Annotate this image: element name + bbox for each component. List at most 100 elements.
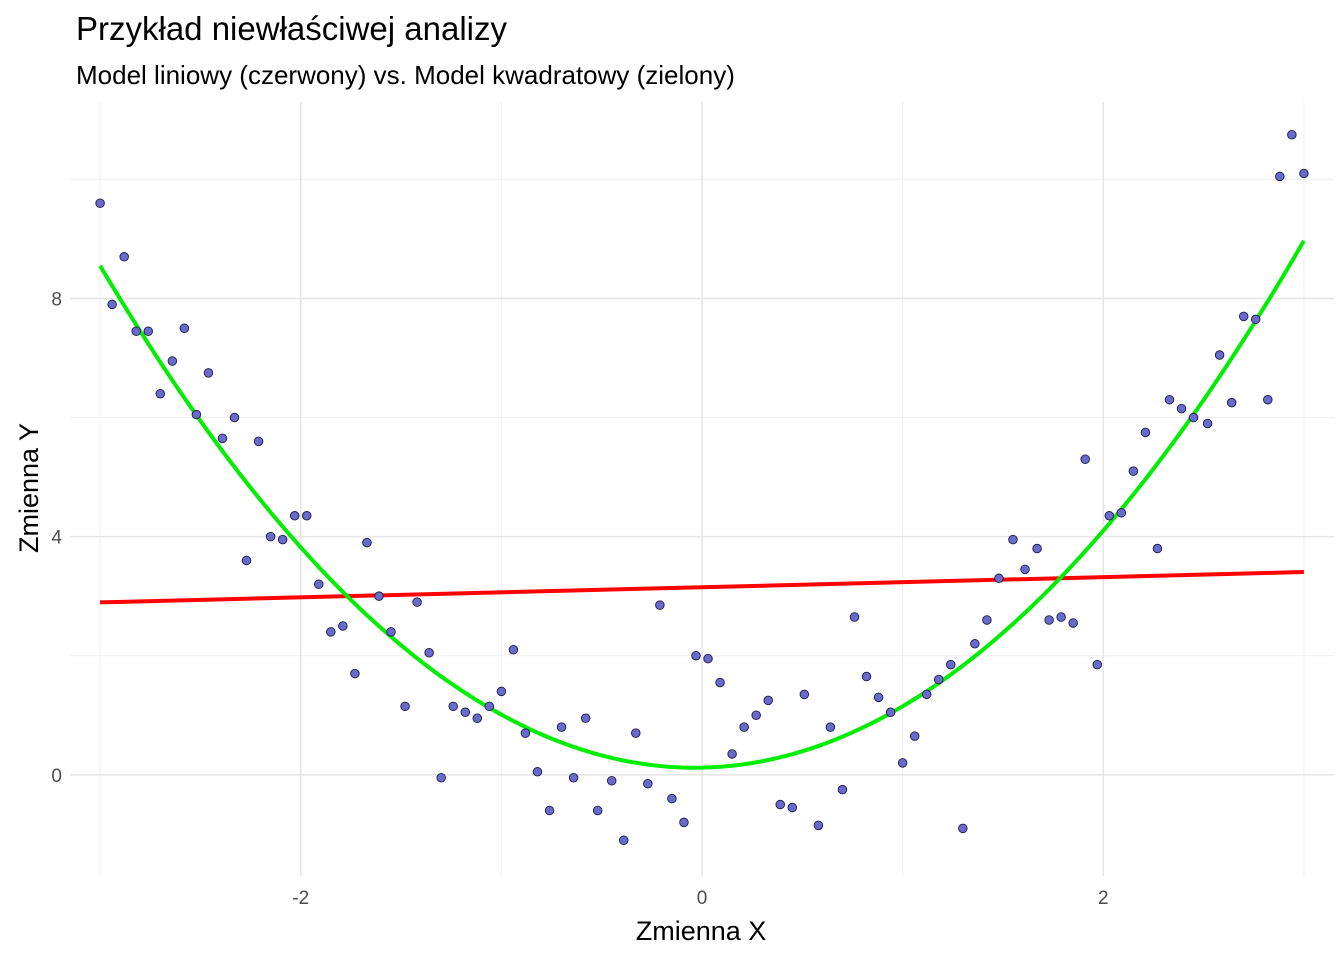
- data-point: [265, 531, 276, 542]
- data-point: [424, 647, 434, 658]
- data-point: [386, 627, 396, 637]
- data-point: [580, 713, 591, 723]
- y-tick-label: 0: [51, 766, 62, 787]
- data-point: [350, 668, 360, 679]
- data-point: [1056, 612, 1066, 622]
- data-point: [241, 555, 252, 566]
- data-point: [95, 198, 105, 208]
- data-point: [775, 799, 785, 810]
- x-tick-label: -2: [292, 888, 309, 909]
- data-point: [1164, 394, 1175, 405]
- y-tick-label: 8: [51, 289, 62, 310]
- data-point: [1032, 543, 1042, 554]
- data-point: [1104, 511, 1115, 521]
- y-tick-label: 4: [51, 528, 62, 549]
- data-point: [568, 773, 579, 783]
- data-point: [556, 722, 567, 732]
- data-point: [1176, 403, 1187, 414]
- data-point: [544, 805, 555, 816]
- data-point: [460, 707, 471, 718]
- data-point: [1116, 508, 1127, 518]
- data-point: [849, 612, 860, 622]
- x-tick-label: 2: [1098, 888, 1109, 909]
- data-point: [448, 701, 458, 712]
- linear-model-line: [100, 570, 1304, 605]
- data-point: [909, 731, 920, 741]
- data-point: [1263, 394, 1273, 405]
- chart-subtitle: Model liniowy (czerwony) vs. Model kwadr…: [76, 60, 735, 90]
- data-point: [727, 749, 737, 759]
- data-point: [970, 639, 980, 649]
- data-point: [131, 326, 141, 336]
- data-point: [751, 710, 761, 720]
- data-point: [289, 511, 300, 521]
- data-point: [277, 534, 288, 545]
- data-point: [508, 645, 519, 655]
- data-point: [314, 579, 324, 590]
- data-point: [1251, 314, 1261, 325]
- data-point: [1287, 129, 1297, 140]
- data-point: [703, 653, 713, 664]
- data-point: [619, 835, 629, 846]
- data-point: [1140, 427, 1151, 438]
- data-point: [338, 621, 348, 631]
- data-point: [119, 252, 129, 262]
- data-point: [155, 388, 166, 399]
- data-point: [763, 695, 773, 706]
- data-point: [691, 650, 701, 661]
- data-point: [520, 728, 531, 738]
- data-point: [1128, 466, 1139, 476]
- data-point: [1152, 543, 1163, 554]
- data-point: [191, 409, 202, 420]
- data-point: [1226, 397, 1237, 408]
- data-point: [994, 573, 1004, 584]
- data-point: [799, 689, 810, 700]
- data-point: [1020, 564, 1030, 575]
- data-point: [643, 778, 653, 789]
- data-point: [179, 323, 190, 333]
- data-point: [496, 686, 507, 697]
- data-point: [982, 615, 992, 625]
- data-point: [532, 767, 543, 777]
- data-point: [1068, 618, 1078, 628]
- data-point: [229, 412, 240, 423]
- data-point: [167, 356, 178, 366]
- data-point: [813, 820, 824, 831]
- quadratic-model-curve: [98, 239, 1306, 770]
- chart-title: Przykład niewłaściwej analizy: [76, 10, 507, 47]
- data-point: [374, 591, 384, 601]
- x-tick-label: 0: [697, 888, 708, 909]
- data-point: [787, 802, 798, 813]
- data-points: [95, 129, 1309, 846]
- data-point: [679, 817, 689, 828]
- data-point: [921, 689, 932, 700]
- x-axis-title: Zmienna X: [636, 916, 767, 946]
- data-point: [326, 627, 336, 637]
- data-point: [1092, 659, 1103, 670]
- data-point: [1080, 454, 1090, 464]
- data-point: [655, 600, 665, 610]
- data-point: [203, 368, 214, 378]
- data-point: [362, 537, 372, 548]
- model-lines: [98, 239, 1306, 770]
- data-point: [1214, 350, 1225, 360]
- data-point: [958, 823, 968, 834]
- data-point: [1202, 418, 1213, 429]
- data-point: [436, 773, 446, 783]
- data-point: [1238, 311, 1249, 322]
- data-point: [217, 433, 228, 444]
- data-point: [837, 784, 848, 795]
- data-point: [739, 722, 749, 732]
- x-axis-ticks: -2 0 2: [292, 888, 1108, 909]
- y-axis-title: Zmienna Y: [14, 423, 44, 553]
- data-point: [631, 728, 641, 738]
- data-point: [301, 511, 312, 521]
- data-point: [592, 805, 603, 816]
- data-point: [825, 722, 836, 732]
- data-point: [933, 674, 944, 685]
- data-point: [107, 299, 117, 310]
- data-point: [1188, 412, 1199, 423]
- data-point: [861, 671, 872, 682]
- data-point: [1044, 615, 1054, 625]
